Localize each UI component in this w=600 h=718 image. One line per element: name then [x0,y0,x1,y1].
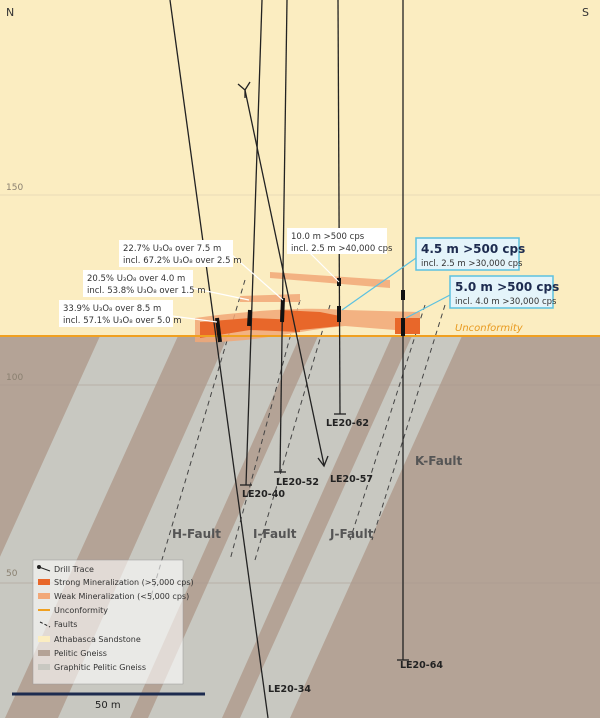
compass-north: N [6,6,14,19]
weak-zone [240,294,300,302]
leader [171,315,218,323]
legend-icon [38,566,51,572]
legend-label: Unconformity [54,606,108,615]
hole-label: LE20-52 [276,477,319,488]
intercept [247,309,252,327]
callout-box [59,300,173,327]
scale-label: 50 m [95,700,121,711]
callout-line: incl. 4.0 m >30,000 cps [455,297,557,307]
legend-icon [38,664,50,670]
legend-icon [38,593,50,599]
compass-south: S [582,6,589,19]
strong-zone [395,318,420,334]
legend-label: Strong Mineralization (>5,000 cps) [54,578,194,587]
fault-label: I-Fault [253,527,297,541]
drill-trace [244,89,325,466]
legend-label: Faults [54,620,77,629]
legend-label: Drill Trace [54,565,94,574]
callout-line: 4.5 m >500 cps [421,242,525,256]
leader [231,254,284,301]
hole-label: LE20-57 [330,474,373,485]
drill-trace [279,0,288,473]
fault-label: J-Fault [329,527,374,541]
legend: Drill Trace Strong Mineralization (>5,00… [32,559,194,685]
strong-zone [200,318,300,338]
weak-zone [270,272,390,288]
hole-label: LE20-62 [326,418,369,429]
callout-box-highlight [415,237,520,271]
graphitic-band [148,336,392,718]
hole-label: LE20-40 [242,489,285,500]
callout-line: 10.0 m >500 cps [291,232,365,242]
callout-line: incl. 2.5 m >40,000 cps [291,244,393,254]
drill-trace [245,0,263,486]
leader [405,294,451,319]
leaders-highlight [341,257,451,319]
trace-start [237,81,251,98]
callout-line: incl. 67.2% U₃O₈ over 2.5 m [123,256,241,266]
leader [341,257,417,311]
callout-box-highlight [449,275,554,309]
elevation-label: 50 [6,569,18,579]
callout-line: incl. 53.8% U₃O₈ over 1.5 m [87,286,205,296]
leader [309,252,340,283]
callout-box [83,270,193,297]
legend-icon [38,579,50,585]
legend-icon [39,621,51,628]
fault-label: K-Fault [415,454,462,468]
leader [191,287,250,301]
elevation-label: 150 [6,183,23,193]
leaders [171,252,340,323]
intercept [280,297,285,323]
callout-line: 33.9% U₃O₈ over 8.5 m [63,304,161,314]
legend-label: Weak Mineralization (<5,000 cps) [54,592,189,601]
graphitic-band [240,336,462,718]
legend-icon [38,650,50,656]
legend-label: Graphitic Pelitic Gneiss [54,663,146,672]
callout-box [119,240,233,267]
callout-line: 5.0 m >500 cps [455,280,559,294]
hole-label: LE20-64 [400,660,443,671]
legend-icon [38,636,50,642]
callout-line: 22.7% U₃O₈ over 7.5 m [123,244,221,254]
legend-label: Athabasca Sandstone [54,635,141,644]
unconformity-label: Unconformity [455,323,524,334]
fault-label: H-Fault [172,527,221,541]
legend-label: Pelitic Gneiss [54,649,107,658]
legend-box [32,559,184,685]
callout-line: 20.5% U₃O₈ over 4.0 m [87,274,185,284]
intercept [215,317,222,343]
hole-label: LE20-34 [268,684,311,695]
callout-box [287,228,387,254]
drill-trace [169,0,269,718]
elevation-label: 100 [6,373,23,383]
callout-line: incl. 2.5 m >30,000 cps [421,259,523,269]
drill-trace [337,0,341,415]
trace-end [317,455,329,468]
callout-line: incl. 57.1% U₃O₈ over 5.0 m [63,316,181,326]
